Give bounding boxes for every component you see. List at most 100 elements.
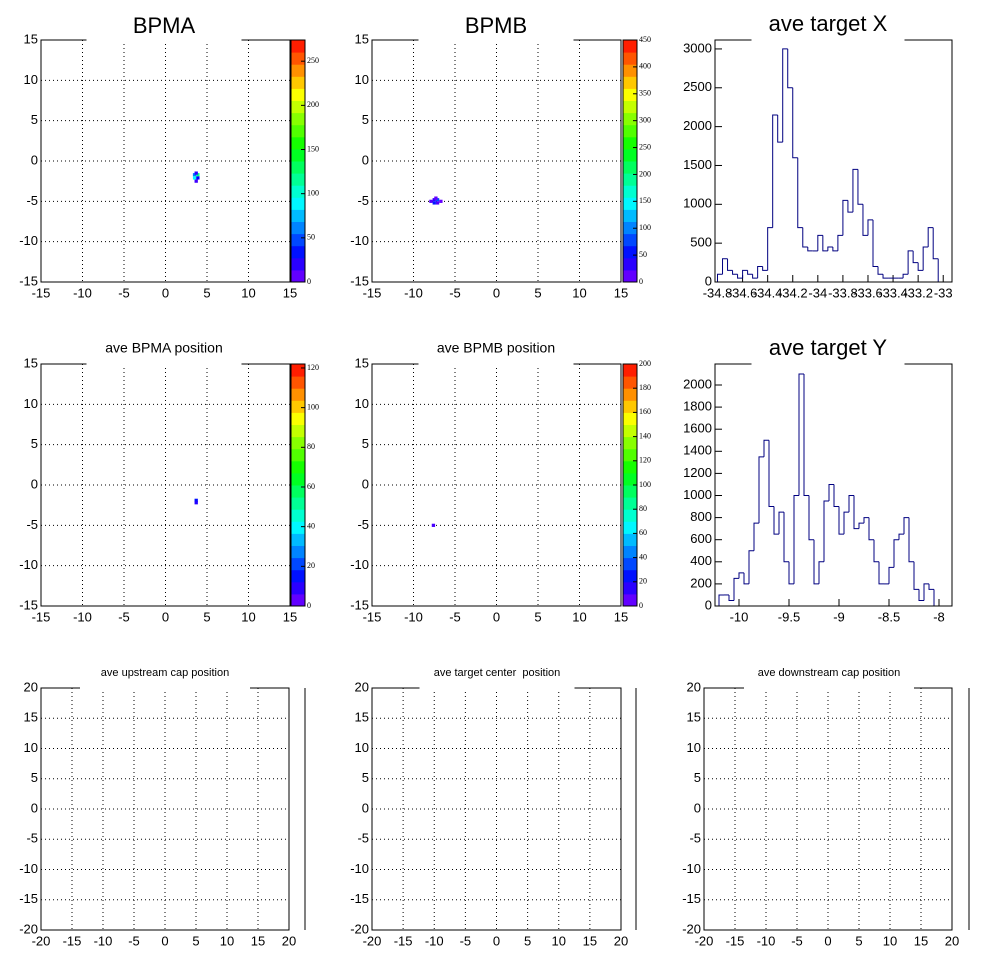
- y-tick-label: -5: [357, 517, 369, 532]
- histogram-step: [828, 483, 834, 502]
- y-tick-label: 0: [31, 800, 38, 815]
- color-band: [623, 460, 637, 474]
- z-tick-label: 250: [307, 56, 319, 65]
- histogram-step: [803, 373, 809, 496]
- color-band: [623, 376, 637, 389]
- heatmap-cell: [432, 201, 436, 205]
- histogram-step: [873, 539, 879, 563]
- color-band: [291, 233, 305, 247]
- histogram-step: [813, 539, 819, 585]
- y-tick-label: -20: [682, 921, 701, 936]
- y-tick-label: -5: [357, 831, 369, 846]
- histogram-step: [882, 274, 889, 279]
- heatmap-cell: [196, 176, 200, 180]
- heatmap-cell: [192, 173, 197, 177]
- color-band: [623, 269, 637, 283]
- histogram-step: [863, 517, 869, 524]
- z-tick-label: 200: [307, 100, 319, 109]
- histogram-step: [808, 495, 814, 541]
- color-band: [623, 448, 637, 462]
- color-band: [291, 400, 305, 413]
- heatmap-cell: [194, 179, 198, 183]
- y-tick-label: 10: [24, 740, 38, 755]
- color-band: [623, 233, 637, 247]
- title-box: [418, 10, 574, 41]
- color-band: [623, 112, 637, 126]
- color-band: [623, 136, 637, 150]
- y-tick-label: -15: [682, 891, 701, 906]
- x-tick-label: 5: [855, 933, 862, 948]
- y-tick-label: 800: [690, 509, 712, 524]
- z-tick-label: 120: [307, 363, 319, 372]
- y-tick-label: -20: [350, 921, 369, 936]
- histogram-step: [752, 274, 758, 279]
- z-tick-label: 80: [639, 504, 647, 513]
- y-tick-label: -5: [357, 193, 369, 208]
- z-tick-label: 450: [639, 35, 651, 44]
- y-tick-label: -10: [19, 557, 38, 572]
- histogram-step: [928, 583, 934, 590]
- z-tick-label: 100: [639, 480, 651, 489]
- x-tick-label: 15: [583, 933, 597, 948]
- color-bar-frame: [290, 363, 306, 607]
- histogram-step: [843, 511, 849, 535]
- x-tick-label: 10: [572, 285, 586, 300]
- y-tick-label: 500: [690, 235, 712, 250]
- y-tick-label: -10: [350, 861, 369, 876]
- color-band: [623, 40, 637, 53]
- z-tick-label: 40: [639, 552, 647, 561]
- y-tick-label: 10: [687, 740, 701, 755]
- y-tick-label: 3000: [683, 40, 712, 55]
- x-tick-label: 10: [220, 933, 234, 948]
- panel-title: ave upstream cap position: [101, 667, 229, 679]
- z-tick-label: 20: [639, 577, 647, 586]
- histogram-step: [773, 506, 779, 535]
- color-band: [291, 100, 305, 114]
- y-tick-label: 1800: [683, 399, 712, 414]
- x-tick-label: -5: [791, 933, 803, 948]
- color-band: [623, 124, 637, 138]
- x-tick-label: -15: [63, 933, 82, 948]
- panel-title: BPMA: [133, 13, 196, 38]
- histogram-step: [783, 512, 789, 563]
- color-band: [291, 497, 305, 510]
- y-tick-label: 15: [355, 710, 369, 725]
- x-tick-label: 5: [203, 285, 210, 300]
- y-tick-label: 20: [355, 679, 369, 694]
- histogram-step: [878, 561, 884, 585]
- y-tick-label: 20: [24, 679, 38, 694]
- y-tick-label: -15: [19, 597, 38, 612]
- histogram-step: [927, 227, 934, 248]
- y-tick-label: 20: [687, 679, 701, 694]
- histogram-step: [753, 522, 759, 551]
- x-tick-label: -34.4: [753, 285, 783, 300]
- color-band: [291, 593, 305, 607]
- x-tick-label: -10: [425, 933, 444, 948]
- x-tick-label: -15: [726, 933, 745, 948]
- x-tick-label: 20: [282, 933, 296, 948]
- x-tick-label: 0: [493, 609, 500, 624]
- color-band: [623, 557, 637, 571]
- y-tick-label: 0: [694, 800, 701, 815]
- color-band: [623, 521, 637, 534]
- z-tick-label: 100: [307, 189, 319, 198]
- x-tick-label: -34.6: [728, 285, 758, 300]
- histogram-step: [888, 566, 894, 584]
- z-tick-label: 60: [307, 482, 315, 491]
- x-tick-label: 15: [251, 933, 265, 948]
- y-tick-label: 5: [362, 770, 369, 785]
- color-band: [623, 52, 637, 65]
- y-tick-label: -10: [350, 557, 369, 572]
- histogram-step: [807, 247, 813, 252]
- color-band: [291, 545, 305, 559]
- histogram-step: [837, 234, 843, 251]
- color-band: [623, 88, 637, 101]
- x-tick-label: -5: [118, 285, 130, 300]
- color-band: [623, 245, 637, 259]
- x-tick-label: -20: [32, 933, 51, 948]
- color-band: [291, 376, 305, 389]
- y-tick-label: 15: [24, 355, 38, 370]
- heatmap-cell: [439, 199, 443, 203]
- histogram-step: [852, 168, 858, 213]
